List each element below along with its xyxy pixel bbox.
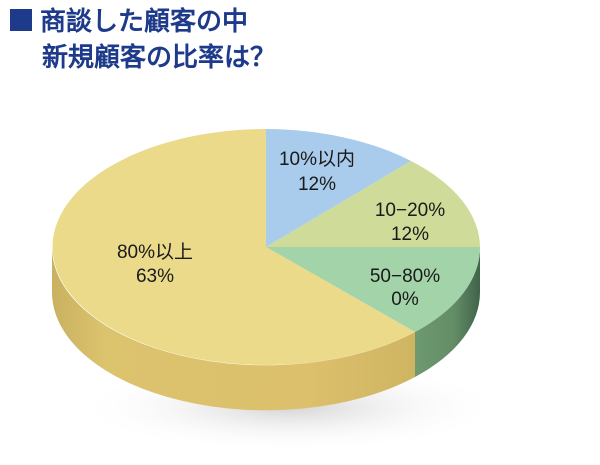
label-10-20-category: 10−20% [375,200,445,221]
slice-80-plus [52,129,415,365]
label-50-80-value: 0% [391,289,419,310]
slice-10-within [266,129,411,247]
label-10-within-category: 10%以内 [279,148,355,170]
title-text-2: 新規顧客の比率は？ [42,43,277,73]
slice-side-50-80 [415,247,481,377]
label-80-plus-value: 63% [136,266,174,287]
label-10-within-value: 12% [298,174,336,195]
title-line-1: 商談した顧客の中 [10,4,276,40]
label-10-20-value: 12% [391,224,429,245]
label-50-80-category: 50−80% [370,266,440,287]
title-text-1: 商談した顧客の中 [40,7,249,37]
label-80-plus-category: 80%以上 [117,241,193,263]
title-line-2: 新規顧客の比率は？ [10,40,276,76]
square-bullet-icon [10,9,32,31]
chart-title: 商談した顧客の中 新規顧客の比率は？ [10,4,276,76]
slice-side-80-plus [51,247,415,411]
slice-50-80 [266,247,481,332]
slice-10-20 [266,161,480,247]
